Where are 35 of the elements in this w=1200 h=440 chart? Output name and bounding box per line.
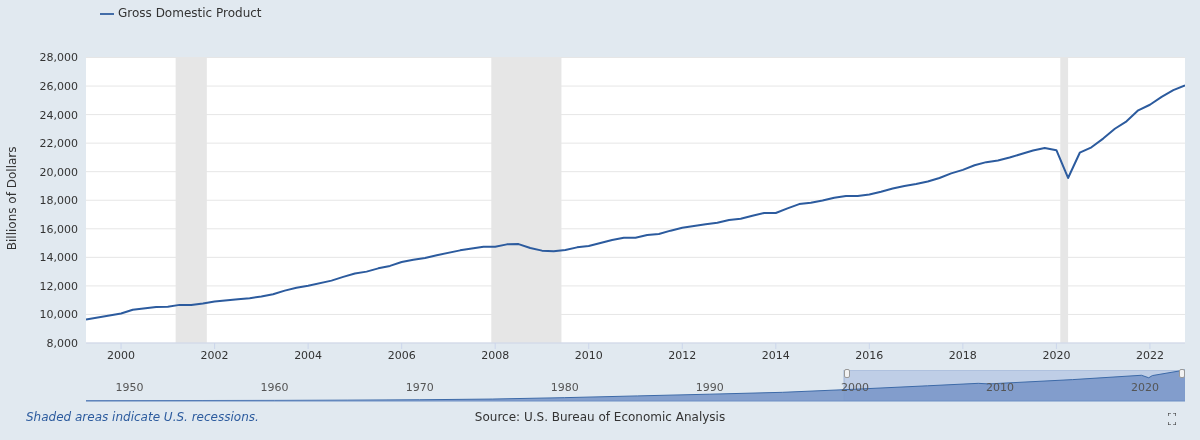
x-tick-label: 1950 [115,381,144,394]
y-tick-label: 26,000 [39,79,78,93]
x-tick-label: 1990 [695,381,724,394]
x-tick-label: 2020 [1131,381,1160,394]
source-note: Source: U.S. Bureau of Economic Analysis [474,410,726,424]
x-tick-label: 2022 [1135,348,1164,362]
x-tick-label: 2018 [948,348,977,362]
x-tick-label: 2006 [387,348,416,362]
x-tick-label: 2010 [986,381,1015,394]
x-tick-label: 2004 [294,348,323,362]
y-tick-label: 10,000 [39,308,78,322]
y-tick-label: 12,000 [39,279,78,293]
legend-label: Gross Domestic Product [118,6,262,20]
x-tick-label: 2010 [574,348,603,362]
text: Shaded areas indicate U.S. recessions. [26,410,259,424]
y-tick-label: 24,000 [39,108,78,122]
y-tick-label: 8,000 [46,336,78,350]
y-tick-label: 22,000 [39,137,78,151]
y-axis-title: Billions of Dollars [5,146,20,251]
x-tick-label: 2016 [855,348,884,362]
x-tick-label: 1980 [550,381,579,394]
x-tick-label: 2000 [107,348,136,362]
x-tick-label: 2014 [761,348,790,362]
line-series [86,84,1185,321]
x-tick-label: 2012 [668,348,697,362]
x-tick-label: 2008 [481,348,510,362]
x-tick-label: 1970 [405,381,434,394]
x-tick-label: 1960 [260,381,289,394]
y-tick-label: 20,000 [39,165,78,179]
y-tick-label: 18,000 [39,194,78,208]
x-tick-label: 2002 [200,348,229,362]
y-tick-label: 14,000 [39,251,78,265]
y-tick-label: 28,000 [39,51,78,65]
x-tick-label: 2020 [1042,348,1071,362]
y-tick-label: 16,000 [39,222,78,236]
